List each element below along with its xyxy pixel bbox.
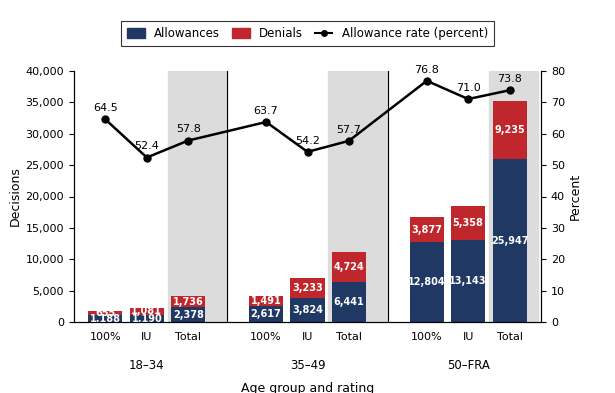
Y-axis label: Percent: Percent — [569, 173, 582, 220]
Bar — [167, 71, 227, 322]
Text: Age group and rating: Age group and rating — [241, 382, 374, 393]
Text: 2,617: 2,617 — [251, 309, 282, 319]
Text: 3,233: 3,233 — [292, 283, 323, 293]
Bar — [249, 306, 283, 322]
Text: 1,190: 1,190 — [132, 314, 162, 323]
Bar — [290, 298, 325, 322]
Bar — [410, 242, 444, 322]
Text: 1,081: 1,081 — [132, 307, 162, 316]
Text: 71.0: 71.0 — [456, 83, 480, 93]
Text: 9,235: 9,235 — [494, 125, 525, 135]
Text: 35–49: 35–49 — [290, 359, 325, 372]
Text: 63.7: 63.7 — [254, 106, 279, 116]
Text: 57.7: 57.7 — [336, 125, 362, 134]
Bar — [489, 71, 538, 322]
Legend: Allowances, Denials, Allowance rate (percent): Allowances, Denials, Allowance rate (per… — [121, 21, 494, 46]
Text: 1,188: 1,188 — [90, 314, 121, 323]
Bar — [89, 315, 122, 322]
Text: 52.4: 52.4 — [135, 141, 159, 151]
Bar — [328, 71, 388, 322]
Bar — [130, 308, 164, 315]
Bar — [290, 278, 325, 298]
Bar — [171, 296, 205, 307]
Text: 3,877: 3,877 — [411, 224, 442, 235]
Text: 18–34: 18–34 — [129, 359, 165, 372]
Bar — [493, 101, 526, 159]
Text: 64.5: 64.5 — [93, 103, 118, 113]
Bar — [171, 307, 205, 322]
Text: 655: 655 — [95, 308, 116, 318]
Bar — [89, 311, 122, 315]
Text: 3,824: 3,824 — [292, 305, 323, 315]
Text: 12,804: 12,804 — [408, 277, 446, 287]
Text: 2,378: 2,378 — [173, 310, 204, 320]
Text: 4,724: 4,724 — [333, 262, 364, 272]
Text: 13,143: 13,143 — [450, 276, 487, 286]
Bar — [249, 296, 283, 306]
Bar — [410, 217, 444, 242]
Bar — [451, 240, 485, 322]
Text: 50–FRA: 50–FRA — [446, 359, 490, 372]
Text: 1,736: 1,736 — [173, 297, 204, 307]
Text: 54.2: 54.2 — [295, 136, 320, 145]
Bar — [332, 252, 366, 282]
Y-axis label: Decisions: Decisions — [8, 167, 22, 226]
Text: 73.8: 73.8 — [497, 74, 522, 84]
Bar — [332, 282, 366, 322]
Text: 25,947: 25,947 — [491, 236, 528, 246]
Bar — [451, 206, 485, 240]
Text: 6,441: 6,441 — [333, 297, 364, 307]
Bar — [130, 315, 164, 322]
Text: 76.8: 76.8 — [415, 64, 439, 75]
Text: 1,491: 1,491 — [251, 296, 282, 306]
Text: 5,358: 5,358 — [453, 218, 483, 228]
Text: 57.8: 57.8 — [176, 124, 200, 134]
Bar — [493, 159, 526, 322]
